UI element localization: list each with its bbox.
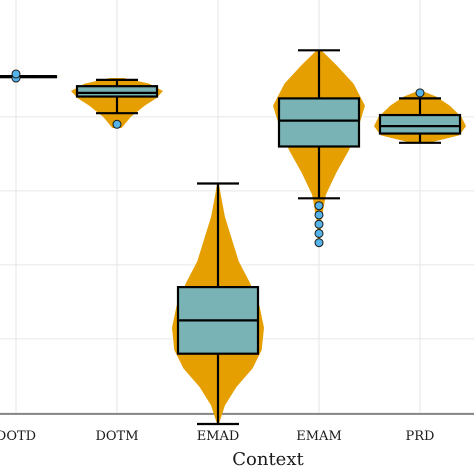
x-tick-labels: DOTD DOTM EMAD EMAM PRD <box>0 429 434 444</box>
x-tick-label: DOTD <box>0 429 36 444</box>
x-tick-label: EMAM <box>296 429 342 444</box>
outlier-point <box>11 69 21 79</box>
group-prd <box>374 88 466 144</box>
x-tick-label: DOTM <box>95 429 138 444</box>
group-dotm <box>71 78 163 129</box>
outlier-point <box>314 219 324 229</box>
outlier-point <box>112 119 122 129</box>
box <box>75 85 159 98</box>
outlier-point <box>314 210 324 220</box>
box <box>277 97 361 148</box>
box <box>378 113 462 135</box>
group-emam <box>273 49 365 248</box>
plot-marks <box>0 49 466 426</box>
x-tick-label: EMAD <box>197 429 240 444</box>
x-tick-label: PRD <box>406 429 435 444</box>
outlier-point <box>314 228 324 238</box>
group-dotd <box>0 69 62 83</box>
outlier-point <box>415 88 425 98</box>
x-axis-title: Context <box>232 449 304 470</box>
outlier-point <box>314 238 324 248</box>
outlier-point <box>314 201 324 211</box>
group-emad <box>172 182 264 426</box>
